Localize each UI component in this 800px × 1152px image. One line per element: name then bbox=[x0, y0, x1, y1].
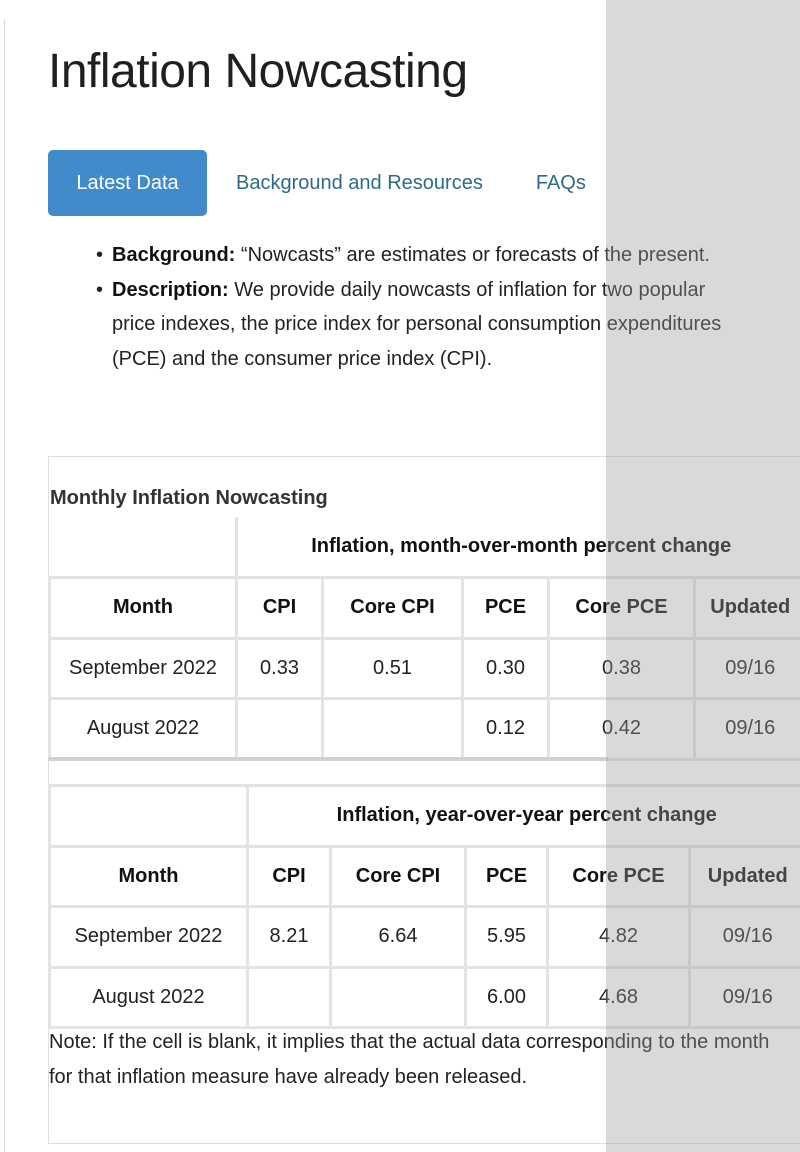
description-text: We provide daily nowcasts of inflation f… bbox=[112, 278, 722, 370]
tab-faqs[interactable]: FAQs bbox=[535, 171, 586, 194]
table-cell: August 2022 bbox=[48, 697, 238, 761]
table-cell: 6.00 bbox=[464, 965, 549, 1029]
table-cell: September 2022 bbox=[48, 905, 249, 969]
table-header-row: Month CPI Core CPI PCE Core PCE Updated bbox=[48, 576, 800, 640]
column-header: CPI bbox=[235, 576, 324, 640]
description-term: Description: bbox=[112, 278, 229, 301]
page-left-border bbox=[4, 20, 5, 1152]
column-header: Updated bbox=[688, 844, 800, 908]
yoy-table: Inflation, year-over-year percent change… bbox=[48, 784, 800, 1029]
mom-table: Inflation, month-over-month percent chan… bbox=[48, 517, 800, 761]
table-cell: 6.64 bbox=[329, 905, 467, 969]
table-note: Note: If the cell is blank, it implies t… bbox=[49, 1031, 770, 1088]
table-cell: 0.12 bbox=[461, 697, 550, 761]
table-divider bbox=[48, 757, 608, 761]
column-header: Month bbox=[48, 844, 249, 908]
table-cell: 0.42 bbox=[547, 697, 696, 761]
table-cell: 4.68 bbox=[546, 965, 691, 1029]
table-row: September 2022 8.21 6.64 5.95 4.82 09/16 bbox=[48, 905, 800, 969]
table-cell bbox=[321, 697, 464, 761]
table-caption-row: Inflation, year-over-year percent change bbox=[48, 784, 800, 848]
column-header: CPI bbox=[246, 844, 332, 908]
table-caption: Inflation, year-over-year percent change bbox=[246, 784, 800, 848]
page-title: Inflation Nowcasting bbox=[48, 45, 468, 98]
list-item: Description: We provide daily nowcasts o… bbox=[92, 273, 742, 377]
nowcast-panel bbox=[48, 456, 800, 1144]
table-cell: 4.82 bbox=[546, 905, 691, 969]
column-header: Updated bbox=[692, 576, 800, 640]
table-row: September 2022 0.33 0.51 0.30 0.38 09/16 bbox=[48, 636, 800, 700]
table-cell: 0.51 bbox=[321, 636, 464, 700]
table-cell bbox=[246, 965, 332, 1029]
column-header: PCE bbox=[461, 576, 550, 640]
table-caption: Inflation, month-over-month percent chan… bbox=[234, 517, 800, 579]
column-header: Core CPI bbox=[321, 576, 464, 640]
table-cell: September 2022 bbox=[48, 636, 238, 700]
table-cell: 0.33 bbox=[235, 636, 324, 700]
column-header: Month bbox=[48, 576, 238, 640]
column-header: Core PCE bbox=[546, 844, 691, 908]
table-cell: August 2022 bbox=[48, 965, 249, 1029]
tab-background-and-resources[interactable]: Background and Resources bbox=[236, 171, 483, 194]
table-cell bbox=[235, 697, 324, 761]
description-list: Background: “Nowcasts” are estimates or … bbox=[92, 238, 742, 376]
column-header: PCE bbox=[464, 844, 549, 908]
table-cell: 0.38 bbox=[547, 636, 696, 700]
table-cell: 09/16 bbox=[688, 905, 800, 969]
column-header: Core PCE bbox=[547, 576, 696, 640]
table-cell: 09/16 bbox=[688, 965, 800, 1029]
list-item: Background: “Nowcasts” are estimates or … bbox=[92, 238, 742, 273]
table-cell: 09/16 bbox=[692, 697, 800, 761]
table-cell: 09/16 bbox=[692, 636, 800, 700]
table-cell: 5.95 bbox=[464, 905, 549, 969]
table-cell: 8.21 bbox=[246, 905, 332, 969]
table-cell bbox=[329, 965, 467, 1029]
background-term: Background: bbox=[112, 244, 236, 266]
table-caption-row: Inflation, month-over-month percent chan… bbox=[49, 517, 800, 579]
section-title: Monthly Inflation Nowcasting bbox=[50, 487, 328, 509]
background-text: “Nowcasts” are estimates or forecasts of… bbox=[240, 244, 710, 266]
tab-latest-data[interactable]: Latest Data bbox=[48, 150, 207, 216]
table-header-row: Month CPI Core CPI PCE Core PCE Updated bbox=[48, 844, 800, 908]
table-row: August 2022 6.00 4.68 09/16 bbox=[48, 965, 800, 1029]
column-header: Core CPI bbox=[329, 844, 467, 908]
tab-bar: Latest Data Background and Resources FAQ… bbox=[48, 150, 586, 216]
table-row: August 2022 0.12 0.42 09/16 bbox=[48, 697, 800, 761]
table-cell: 0.30 bbox=[461, 636, 550, 700]
